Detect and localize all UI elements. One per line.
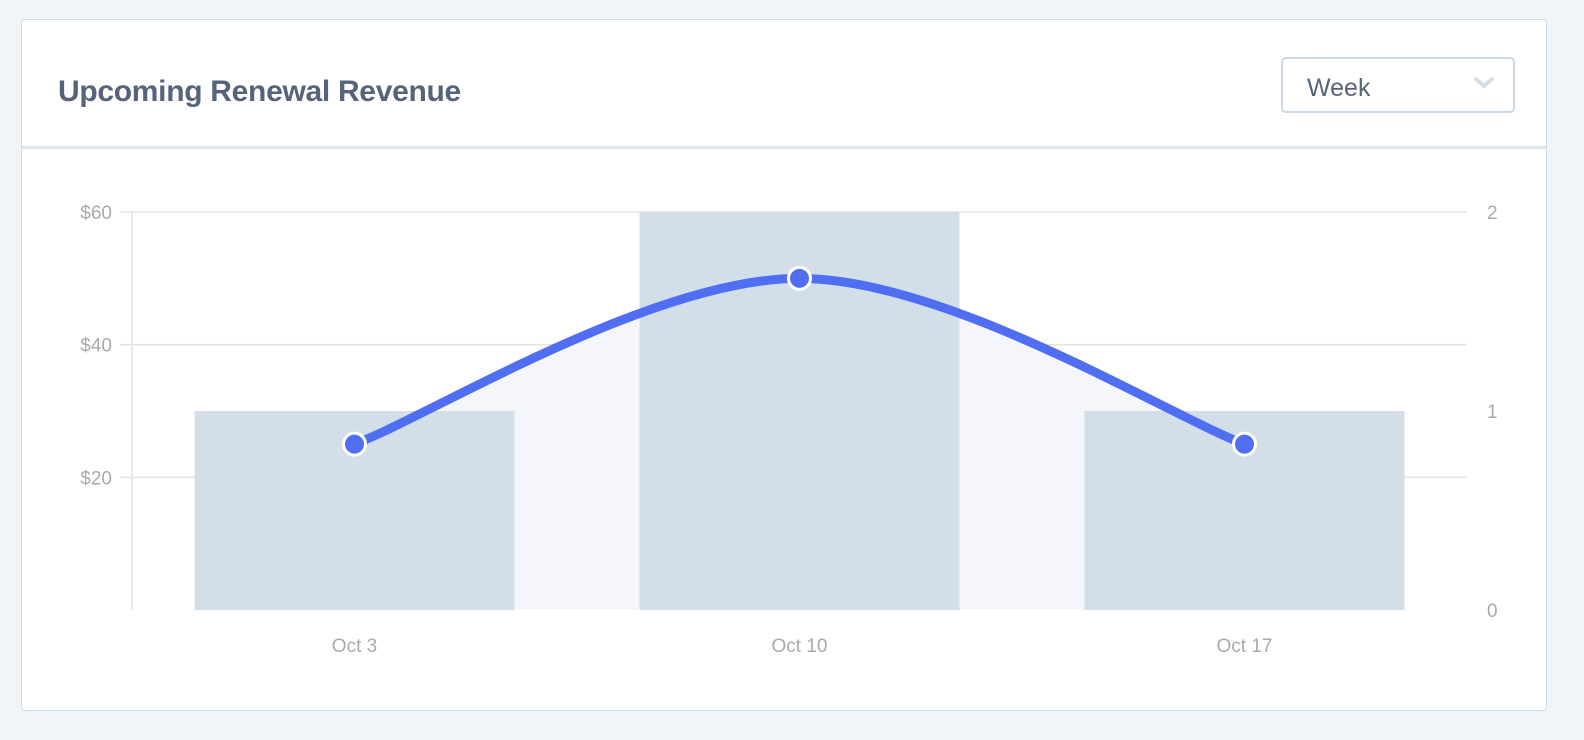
revenue-point-2 [1232, 431, 1257, 457]
left-tick-label: $20 [80, 468, 112, 489]
x-tick-label: Oct 3 [332, 636, 377, 657]
period-select-value: Week [1307, 74, 1371, 102]
right-tick-label: 0 [1487, 601, 1498, 622]
chevron-down-icon [1474, 77, 1494, 89]
x-tick-label: Oct 10 [772, 636, 828, 657]
card-title: Upcoming Renewal Revenue [58, 75, 461, 108]
right-tick-label: 2 [1487, 203, 1498, 224]
period-select[interactable]: Week [1281, 57, 1515, 113]
right-tick-label: 1 [1487, 402, 1498, 423]
left-tick-label: $60 [80, 203, 112, 224]
card-header: Upcoming Renewal Revenue Week [22, 20, 1546, 149]
x-tick-label: Oct 17 [1217, 636, 1273, 657]
left-tick-label: $40 [80, 336, 112, 357]
revenue-point-1 [787, 265, 812, 291]
revenue-point-0 [342, 431, 367, 457]
